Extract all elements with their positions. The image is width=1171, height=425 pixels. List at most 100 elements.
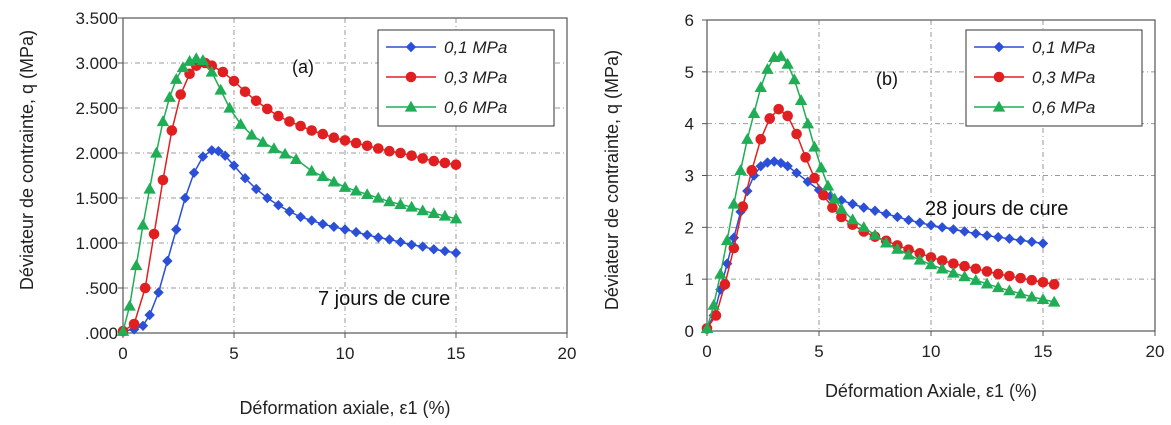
legend-entry: 0,1 MPa <box>1032 38 1095 57</box>
data-point <box>715 284 726 295</box>
data-point <box>719 279 731 290</box>
data-point <box>947 266 960 278</box>
data-point <box>295 120 306 132</box>
data-point <box>1025 290 1038 302</box>
data-point <box>891 242 904 254</box>
data-point <box>741 133 754 144</box>
data-point <box>846 213 859 225</box>
data-point <box>747 107 761 118</box>
series-0-6-mpa <box>116 52 463 336</box>
series-0-1-mpa <box>117 145 462 337</box>
series-0-3-mpa <box>701 103 1060 334</box>
data-point <box>925 252 937 263</box>
data-point <box>228 160 240 171</box>
data-point <box>305 164 318 176</box>
data-point <box>769 156 780 167</box>
legend-marker <box>992 100 1006 112</box>
data-point <box>150 146 163 158</box>
x-tick-label: 20 <box>558 344 577 363</box>
legend-marker <box>405 71 417 83</box>
data-point <box>808 140 821 152</box>
legend-marker <box>993 41 1005 53</box>
data-point <box>791 167 802 179</box>
data-point <box>206 145 217 156</box>
y-tick-label: 3 <box>685 167 694 186</box>
data-point <box>289 153 303 164</box>
data-point <box>746 165 758 176</box>
y-axis-label: Déviateur de contrainte, q (MPa) <box>602 50 622 310</box>
data-point <box>213 146 224 157</box>
data-point <box>273 110 284 122</box>
data-point <box>317 128 329 140</box>
data-point <box>234 118 247 129</box>
y-tick-label: 1.500 <box>75 189 118 208</box>
data-point <box>327 175 341 187</box>
legend-marker <box>993 71 1005 83</box>
data-point <box>847 198 858 210</box>
data-point <box>362 229 373 241</box>
data-point <box>406 150 417 161</box>
data-point <box>328 221 340 232</box>
data-point <box>794 94 808 105</box>
data-point <box>361 188 374 200</box>
data-point <box>350 137 362 149</box>
data-point <box>958 270 971 282</box>
data-point <box>1026 236 1037 248</box>
data-point <box>728 242 740 254</box>
curing-annotation: 7 jours de cure <box>318 288 450 310</box>
data-point <box>755 133 767 145</box>
data-point <box>914 247 926 259</box>
data-point <box>925 220 937 231</box>
data-point <box>417 153 429 164</box>
data-point <box>948 258 959 269</box>
chart-panel-a: 0 5 10 15 20 .000 .500 1.000 1.500 2.000 2.500 3.00… <box>17 9 576 418</box>
data-point <box>139 282 151 294</box>
data-point <box>828 192 841 204</box>
data-point <box>372 191 385 203</box>
data-point <box>428 155 440 167</box>
data-point <box>144 309 155 321</box>
data-point <box>262 192 273 204</box>
data-point <box>773 103 784 115</box>
data-point <box>980 277 994 289</box>
data-point <box>1004 270 1015 282</box>
data-point <box>316 170 329 182</box>
data-point <box>137 320 149 331</box>
data-point <box>306 125 318 136</box>
y-tick-label: 6 <box>685 11 694 30</box>
panel-label: (b) <box>876 69 898 89</box>
data-point <box>1015 272 1026 284</box>
data-point <box>228 75 240 87</box>
data-point <box>1003 284 1016 296</box>
y-tick-label: 5 <box>685 63 694 82</box>
data-point <box>394 198 407 209</box>
data-point <box>1015 235 1026 246</box>
y-tick-label: .500 <box>85 279 118 298</box>
data-point <box>339 135 351 146</box>
legend-marker <box>405 41 417 53</box>
y-tick-label: 3.500 <box>75 9 118 28</box>
data-point <box>858 202 869 213</box>
data-point <box>835 202 848 214</box>
data-point <box>735 206 746 217</box>
data-point <box>1004 233 1015 244</box>
data-point <box>1048 279 1060 290</box>
data-point <box>219 150 231 161</box>
legend: 0,1 MPa 0,3 MPa 0,6 MPa <box>965 29 1143 127</box>
legend: 0,1 MPa 0,3 MPa 0,6 MPa <box>377 29 555 127</box>
data-point <box>903 214 914 226</box>
data-point <box>163 91 176 102</box>
data-point <box>700 322 714 334</box>
data-point <box>417 241 428 252</box>
data-point <box>130 259 143 271</box>
x-tick-label: 15 <box>1034 342 1053 361</box>
x-axis-label: Déformation axiale, ε1 (%) <box>239 398 450 418</box>
data-point <box>439 245 451 257</box>
data-point <box>416 204 429 216</box>
data-point <box>317 218 328 230</box>
data-point <box>239 86 251 98</box>
data-point <box>157 174 169 186</box>
data-point <box>217 66 229 78</box>
data-point <box>913 253 926 265</box>
